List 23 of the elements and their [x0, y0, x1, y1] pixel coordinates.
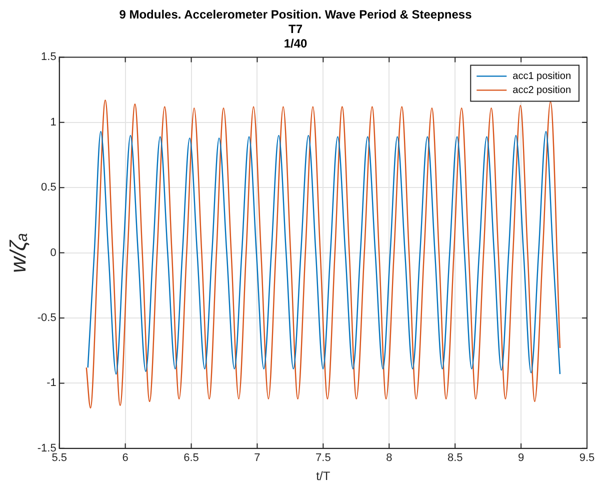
x-tick-label: 9.5 — [579, 452, 595, 464]
line-series — [86, 100, 561, 409]
x-tick-label: 7.5 — [316, 452, 331, 464]
x-tick-label: 8 — [386, 452, 392, 464]
y-tick-label: 0 — [50, 246, 56, 259]
chart-title: 9 Modules. Accelerometer Position. Wave Period & Steepness T7 1/40 — [119, 8, 472, 50]
line-series — [87, 130, 561, 375]
x-axis-title: t/T — [316, 469, 331, 484]
x-tick-label: 6.5 — [184, 452, 199, 464]
x-tick-label: 8.5 — [447, 452, 463, 464]
y-tick-label: -0.5 — [37, 312, 56, 324]
x-tick-label: 6 — [122, 452, 128, 464]
y-tick-label: 0.5 — [41, 182, 56, 194]
y-tick-label: 1.5 — [41, 51, 56, 64]
x-tick-label: 5.5 — [52, 452, 68, 464]
legend-label: acc2 position — [512, 84, 572, 96]
y-tick-label: -1.5 — [37, 442, 56, 454]
x-tick-label: 7 — [254, 452, 260, 464]
x-tick-label: 9 — [518, 452, 524, 464]
y-axis-title: w/ζₐ — [5, 232, 30, 273]
y-tick-label: 1 — [50, 116, 56, 128]
legend-label: acc1 position — [512, 70, 572, 82]
y-tick-label: -1 — [46, 377, 56, 390]
